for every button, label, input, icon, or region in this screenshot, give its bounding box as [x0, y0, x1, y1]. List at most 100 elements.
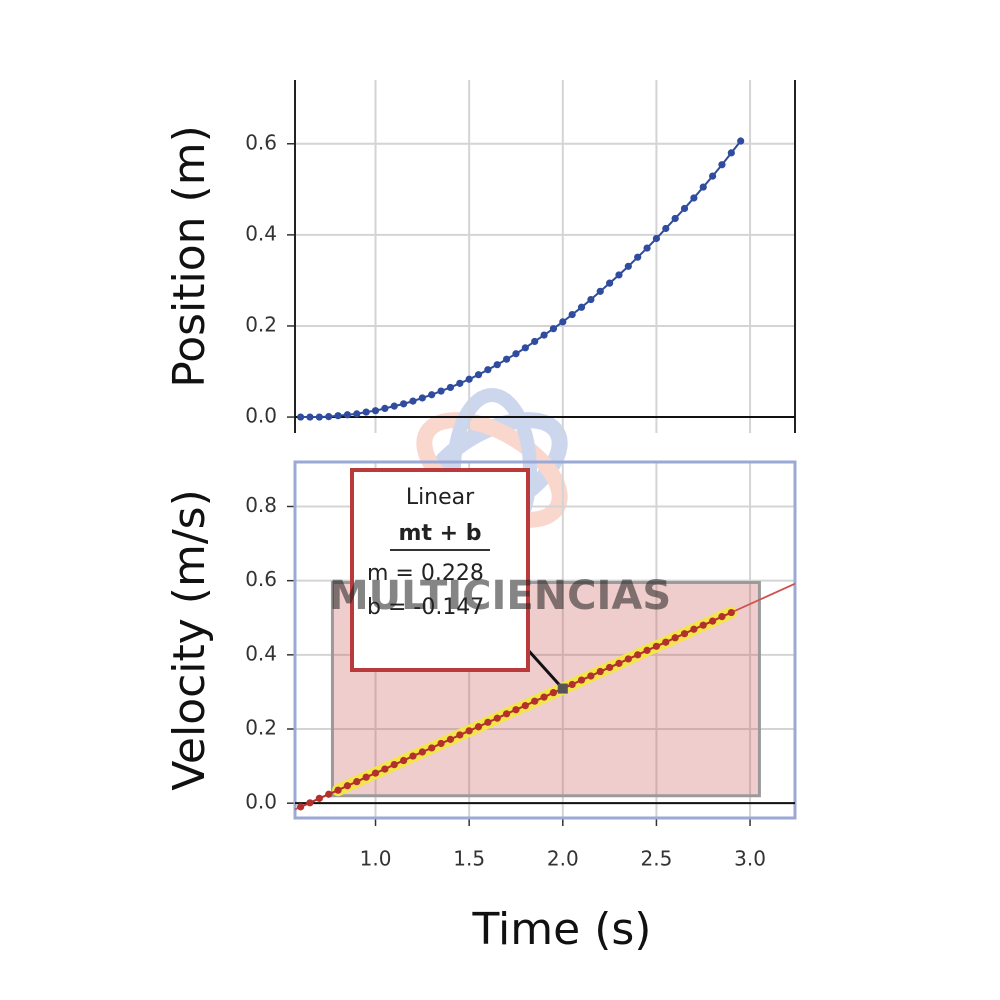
fit-intercept: b = -0.147: [367, 595, 484, 620]
fit-slope: m = 0.228: [367, 561, 484, 586]
data-point: [418, 748, 426, 756]
data-point: [699, 621, 707, 629]
data-point: [652, 234, 661, 243]
data-point: [343, 782, 352, 790]
data-point: [400, 756, 408, 765]
data-point: [540, 693, 548, 701]
data-point: [306, 799, 314, 807]
data-point: [390, 761, 398, 769]
data-point: [512, 350, 520, 358]
data-point: [531, 697, 539, 705]
data-point: [503, 355, 511, 363]
data-point: [671, 214, 679, 223]
data-point: [437, 739, 445, 748]
y-tick-label: 0.0: [245, 790, 277, 814]
plot-frame: [293, 460, 797, 820]
data-point: [559, 318, 567, 326]
data-point: [456, 731, 464, 739]
data-point: [409, 397, 417, 405]
data-point: [381, 765, 389, 773]
data-point: [587, 295, 595, 304]
data-point: [484, 718, 492, 726]
data-point: [624, 655, 632, 663]
x-tick-label: 3.0: [734, 847, 766, 871]
watermark: MULTICIENCIAS: [329, 573, 671, 619]
data-point: [512, 706, 520, 714]
data-point: [718, 161, 726, 169]
data-point: [362, 408, 370, 416]
x-tick-label: 1.5: [453, 847, 485, 871]
data-point: [662, 638, 670, 646]
data-point: [652, 642, 661, 650]
data-point: [334, 786, 342, 794]
data-point: [343, 411, 352, 419]
data-point: [437, 387, 445, 395]
data-point: [371, 407, 380, 415]
data-point: [297, 413, 305, 421]
annotation-arrow: [526, 648, 564, 690]
data-point: [699, 183, 707, 191]
y-tick-label: 0.6: [245, 130, 277, 154]
data-point: [606, 279, 614, 287]
y-axis-title: Velocity (m/s): [164, 489, 215, 791]
data-point: [465, 727, 473, 735]
data-point: [521, 702, 529, 710]
data-point: [306, 413, 314, 421]
data-point: [353, 410, 361, 418]
y-tick-label: 0.4: [245, 221, 277, 245]
data-point: [540, 331, 548, 339]
data-point: [568, 310, 576, 319]
data-point: [381, 404, 389, 413]
data-point: [325, 790, 333, 798]
data-point: [596, 667, 604, 676]
data-point: [418, 394, 426, 402]
data-point: [577, 303, 586, 311]
y-tick-label: 0.2: [245, 716, 277, 740]
data-point: [680, 204, 689, 213]
data-point: [577, 676, 586, 684]
data-point: [362, 773, 370, 781]
data-point: [315, 794, 323, 802]
data-point: [634, 651, 642, 659]
data-point: [596, 287, 604, 295]
data-point: [690, 625, 698, 633]
data-point: [531, 337, 539, 346]
data-point: [709, 172, 717, 180]
data-point: [353, 778, 361, 786]
data-point: [297, 803, 305, 811]
fit-formula: mt + b: [399, 521, 482, 546]
data-point: [568, 680, 576, 689]
data-point: [493, 361, 501, 369]
data-point: [493, 714, 501, 722]
data-point: [549, 325, 558, 333]
x-tick-label: 2.5: [641, 847, 673, 871]
y-tick-label: 0.2: [245, 312, 277, 336]
data-point: [465, 375, 473, 383]
data-point: [371, 769, 380, 777]
data-point: [315, 413, 323, 421]
data-point: [680, 630, 689, 638]
data-point: [615, 659, 623, 667]
y-tick-label: 0.6: [245, 567, 277, 591]
annotation-box: [350, 468, 530, 672]
y-tick-label: 0.0: [245, 404, 277, 428]
y-axis-title: Position (m): [164, 125, 215, 388]
x-tick-label: 2.0: [547, 847, 579, 871]
data-point: [390, 402, 398, 410]
data-point: [727, 149, 735, 157]
data-point: [503, 710, 511, 718]
fit-name: Linear: [406, 485, 475, 510]
data-point: [606, 663, 614, 672]
data-point: [643, 646, 651, 654]
data-point: [624, 262, 632, 270]
data-point: [428, 391, 436, 399]
data-point: [634, 253, 642, 261]
data-point: [474, 371, 483, 379]
data-point: [662, 224, 670, 233]
data-point: [671, 634, 679, 642]
data-point: [325, 413, 333, 421]
x-tick-label: 1.0: [360, 847, 392, 871]
data-point: [549, 689, 558, 697]
data-point: [409, 752, 417, 760]
